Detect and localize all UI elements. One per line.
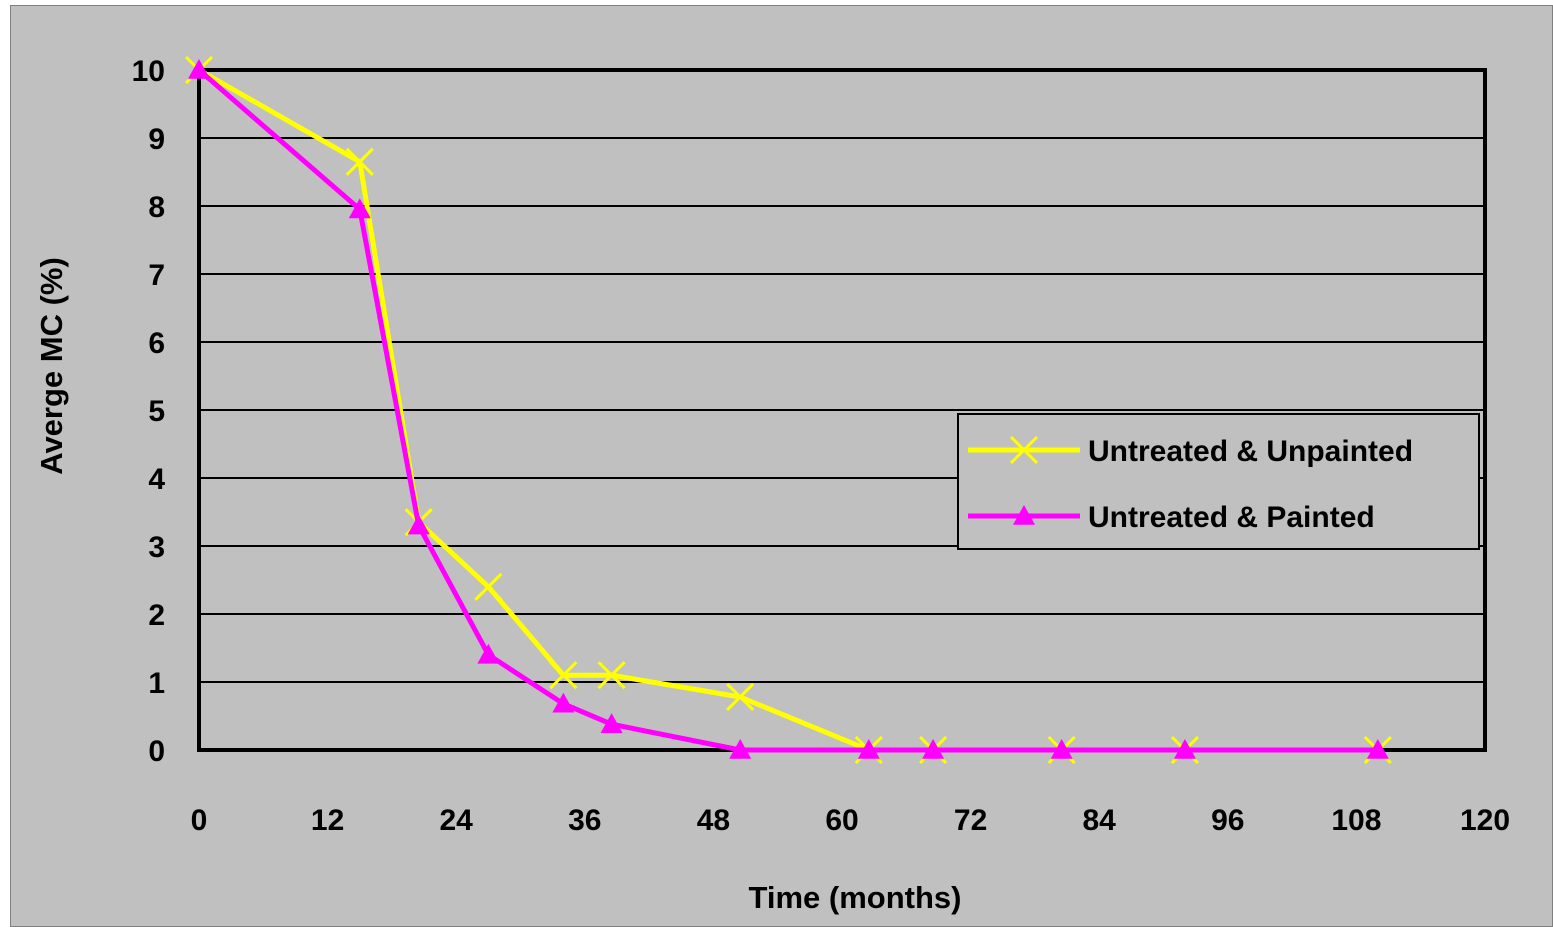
legend-label: Untreated & Unpainted xyxy=(1088,435,1413,468)
data-point xyxy=(474,572,503,601)
legend-item: Untreated & Unpainted xyxy=(968,435,1413,468)
legend-label: Untreated & Painted xyxy=(1088,501,1375,534)
data-point xyxy=(600,713,623,733)
data-point xyxy=(1366,739,1389,759)
series-2 xyxy=(188,59,1389,759)
y-tick-label: 7 xyxy=(148,259,165,292)
x-tick-label: 72 xyxy=(954,804,987,837)
x-tick-label: 12 xyxy=(311,804,344,837)
y-tick-label: 9 xyxy=(148,123,165,156)
y-tick-label: 4 xyxy=(148,463,165,496)
data-point xyxy=(597,661,626,690)
x-tick-label: 36 xyxy=(568,804,601,837)
data-point xyxy=(345,147,374,176)
y-tick-label: 3 xyxy=(148,531,165,564)
data-point xyxy=(549,661,578,690)
y-tick-label: 10 xyxy=(132,55,165,88)
y-tick-label: 0 xyxy=(148,735,165,768)
legend-box xyxy=(957,413,1480,550)
x-tick-label: 120 xyxy=(1460,804,1510,837)
legend: Untreated & Unpainted Untreated & Painted xyxy=(957,413,1480,550)
series-layer xyxy=(184,55,1392,765)
legend-item: Untreated & Painted xyxy=(968,501,1375,534)
data-point xyxy=(348,198,371,219)
data-point xyxy=(407,514,430,535)
legend-marker xyxy=(1009,435,1039,465)
x-tick-label: 108 xyxy=(1331,804,1381,837)
x-tick-label: 84 xyxy=(1083,804,1117,837)
x-tick-label: 60 xyxy=(825,804,858,837)
data-point xyxy=(857,739,880,759)
y-tick-label: 8 xyxy=(148,191,165,224)
y-tick-label: 2 xyxy=(148,599,165,632)
y-tick-label: 1 xyxy=(148,667,165,700)
data-point xyxy=(552,692,575,713)
data-point xyxy=(477,643,500,664)
x-axis-ticks: 0 12 24 36 48 60 72 84 96 108 120 xyxy=(191,804,1510,837)
legend-marker xyxy=(1013,505,1035,525)
y-axis-title: Averge MC (%) xyxy=(34,257,69,475)
x-tick-label: 0 xyxy=(191,804,208,837)
data-point xyxy=(1050,739,1073,759)
data-point xyxy=(188,59,210,79)
y-tick-label: 6 xyxy=(148,327,165,360)
x-tick-label: 48 xyxy=(697,804,730,837)
data-point xyxy=(1173,739,1196,759)
y-tick-label: 5 xyxy=(148,395,165,428)
data-point xyxy=(729,739,752,759)
data-point xyxy=(922,739,945,759)
y-axis-ticks: 0 1 2 3 4 5 6 7 8 9 10 xyxy=(132,55,166,768)
data-point xyxy=(726,682,755,712)
x-axis-title: Time (months) xyxy=(749,880,962,915)
x-tick-label: 24 xyxy=(440,804,474,837)
x-tick-label: 96 xyxy=(1211,804,1244,837)
gridlines xyxy=(199,137,1485,683)
series-line xyxy=(197,68,1378,753)
